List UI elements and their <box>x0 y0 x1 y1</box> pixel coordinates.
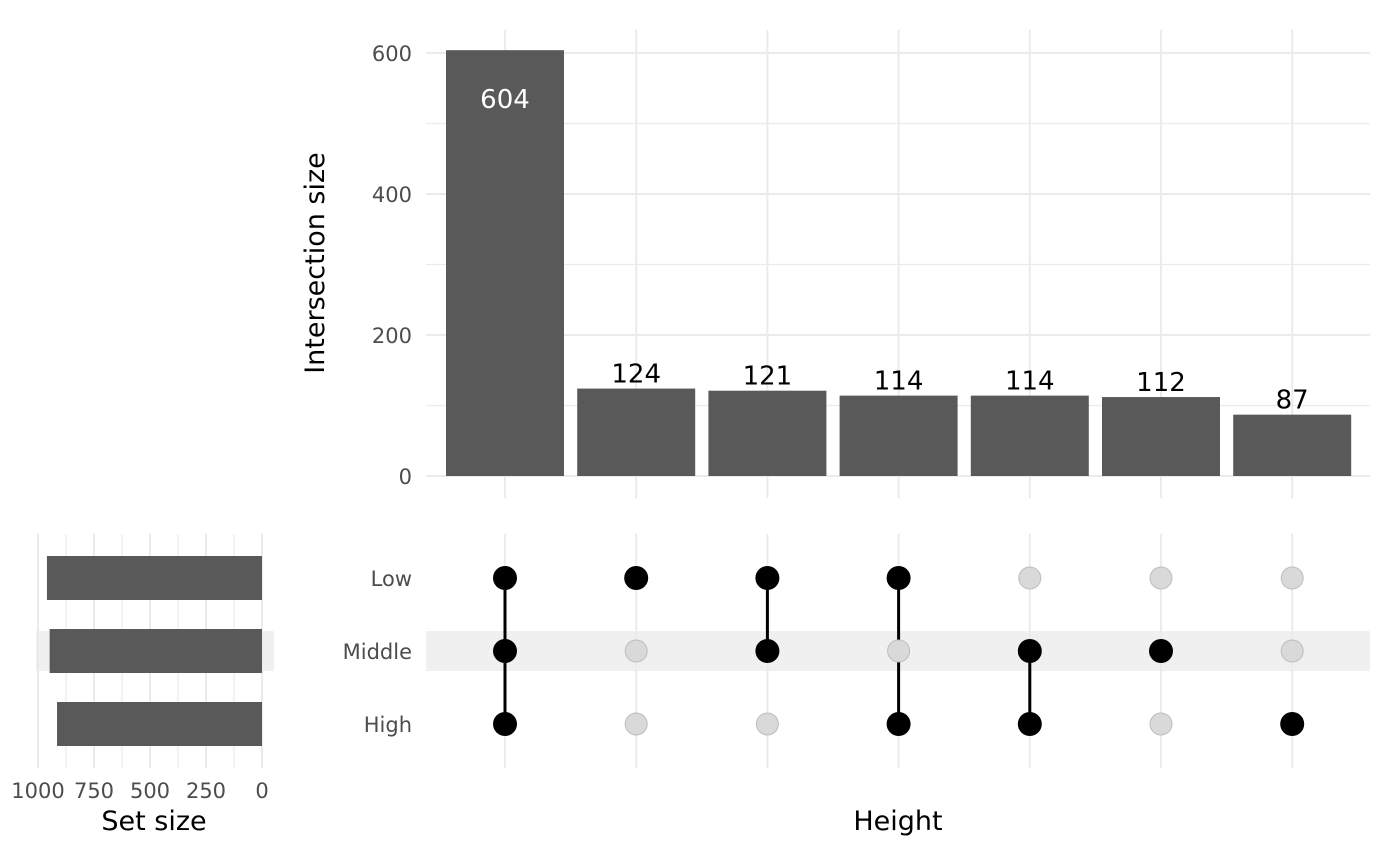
set-x-tick-label: 250 <box>186 779 226 803</box>
bar-value-label: 604 <box>480 85 530 115</box>
membership-dot-active <box>1017 639 1042 663</box>
set-size-bar <box>46 556 263 600</box>
set-row-label: Low <box>371 567 412 591</box>
membership-dot-active <box>886 566 911 590</box>
membership-dot-inactive <box>1149 566 1173 590</box>
x-axis-title: Height <box>853 806 942 837</box>
intersection-bar <box>839 395 958 476</box>
intersection-bar <box>577 388 696 476</box>
intersection-bar <box>1233 414 1352 476</box>
set-row-label: Middle <box>343 640 412 664</box>
membership-dot-active <box>1280 712 1305 736</box>
bar-value-label: 124 <box>611 360 661 390</box>
set-x-tick-label: 500 <box>130 779 170 803</box>
intersection-size-panel: 0 200 400 600 604 124 121 114 114 112 87 <box>372 30 1370 498</box>
membership-matrix-panel: Low Middle High <box>343 534 1370 768</box>
membership-dot-inactive <box>755 712 779 736</box>
membership-dot-active <box>493 712 517 736</box>
bar-value-label: 121 <box>743 362 793 392</box>
membership-dot-active <box>493 639 517 663</box>
membership-dot-active <box>1149 639 1173 663</box>
y-tick-label: 400 <box>372 183 412 207</box>
set-x-tick-label: 750 <box>74 779 114 803</box>
set-size-bar <box>49 629 263 673</box>
set-size-axis-title: Set size <box>101 806 206 837</box>
membership-dot-active <box>755 639 780 663</box>
y-axis-title: Intersection size <box>300 152 331 374</box>
y-tick-label: 200 <box>372 324 412 348</box>
intersection-bar <box>970 395 1089 476</box>
intersection-bar <box>708 390 827 476</box>
membership-dot-inactive <box>624 639 648 663</box>
membership-dot-active <box>755 566 780 590</box>
membership-dot-active <box>624 566 649 590</box>
bar-value-label: 114 <box>1005 367 1055 397</box>
set-size-panel: 1000 750 500 250 0 <box>11 534 274 803</box>
set-x-tick-label: 1000 <box>11 779 64 803</box>
bar-value-label: 87 <box>1276 386 1309 416</box>
membership-dot-active <box>1017 712 1042 736</box>
membership-dot-inactive <box>1280 566 1304 590</box>
intersection-bar <box>1102 397 1220 476</box>
intersection-bar <box>446 50 564 477</box>
y-tick-label: 0 <box>399 465 412 489</box>
membership-dot-inactive <box>624 712 648 736</box>
membership-dot-active <box>493 566 517 590</box>
set-size-bar <box>57 702 262 746</box>
bar-value-label: 112 <box>1136 368 1186 398</box>
membership-dot-active <box>886 712 911 736</box>
set-row-label: High <box>364 713 412 737</box>
membership-dot-inactive <box>1149 712 1173 736</box>
membership-dot-inactive <box>1018 566 1042 590</box>
membership-dot-inactive <box>887 639 911 663</box>
set-x-tick-label: 0 <box>255 779 268 803</box>
y-tick-label: 600 <box>372 42 412 66</box>
bar-value-label: 114 <box>874 367 924 397</box>
membership-dot-inactive <box>1280 639 1304 663</box>
